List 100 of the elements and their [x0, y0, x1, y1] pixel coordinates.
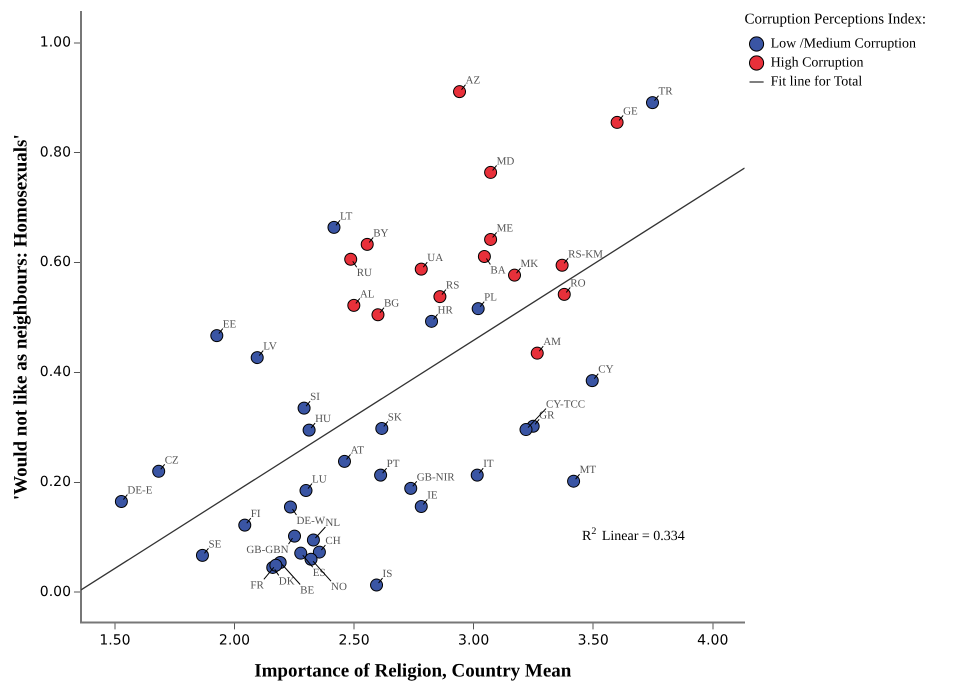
- annotation: BA: [490, 264, 506, 276]
- annotation: SE: [208, 538, 222, 550]
- point: [370, 578, 384, 592]
- point: [250, 351, 264, 364]
- annotation: GB-GBN: [246, 544, 289, 556]
- annotation: AZ: [466, 74, 480, 87]
- point: [294, 546, 308, 560]
- point: [558, 288, 571, 301]
- point: [288, 530, 302, 543]
- annotation: MK: [520, 258, 538, 270]
- point: [306, 533, 320, 546]
- legend-label: Low /Medium Corruption: [770, 36, 916, 52]
- point: [484, 232, 498, 246]
- x-tick-label: 3.00: [458, 632, 490, 648]
- point: [284, 500, 297, 514]
- annotation: TR: [658, 86, 674, 98]
- point: [299, 484, 312, 498]
- point: [371, 308, 384, 322]
- point: [269, 558, 282, 572]
- legend-label: High Corruption: [770, 56, 864, 71]
- annotation: RS: [446, 280, 460, 292]
- annotation: MT: [580, 464, 596, 476]
- point: [404, 482, 418, 495]
- point: [114, 495, 128, 508]
- annotation: HU: [315, 413, 332, 426]
- point: [374, 468, 388, 482]
- point: [484, 166, 498, 179]
- annotation: BE: [300, 584, 315, 597]
- y-tick-label: 0.20: [40, 474, 71, 490]
- x-axis-title: Importance of Religion, Country Mean: [254, 660, 572, 682]
- annotation: DK: [278, 575, 295, 588]
- point: [312, 546, 326, 559]
- annotation: HR: [438, 304, 454, 316]
- annotation: SK: [388, 411, 402, 424]
- annotation: RO: [570, 277, 586, 290]
- annotation: FI: [250, 508, 261, 520]
- annotation: GB-NIR: [416, 471, 456, 484]
- point: [508, 268, 522, 282]
- x-tick-label: 2.50: [338, 632, 370, 648]
- point: [478, 250, 491, 263]
- point: [196, 548, 209, 562]
- point: [327, 220, 340, 234]
- point: [453, 85, 466, 98]
- annotation: MD: [496, 155, 514, 168]
- point: [556, 258, 569, 272]
- point: [152, 464, 166, 478]
- annotation: CH: [325, 535, 341, 548]
- point: [238, 518, 252, 532]
- annotation: IE: [427, 489, 438, 502]
- legend-label: Fit line for Total: [770, 74, 862, 90]
- y-axis-title: 'Would not like as neighbours: Homosexuals': [10, 134, 32, 500]
- point: [347, 298, 360, 312]
- point: [646, 96, 659, 110]
- point: [414, 262, 428, 276]
- annotation: AT: [350, 444, 364, 456]
- annotation: CY-TCC: [546, 398, 586, 411]
- annotation: BG: [384, 298, 400, 310]
- annotation: LU: [312, 474, 327, 486]
- annotation: FR: [250, 579, 265, 592]
- point: [586, 374, 599, 388]
- x-tick-label: 4.00: [697, 632, 728, 648]
- point: [610, 116, 624, 129]
- annotation: IT: [483, 458, 494, 470]
- point: [530, 346, 544, 360]
- annotation: BY: [373, 227, 389, 240]
- annotation: AL: [360, 288, 375, 300]
- point: [414, 500, 428, 513]
- point: [425, 314, 438, 328]
- point: [375, 422, 388, 435]
- legend-title: Corruption Perceptions Index:: [744, 11, 926, 28]
- annotation: DE-E: [127, 484, 153, 497]
- annotation: NO: [331, 581, 347, 594]
- point: [520, 423, 532, 436]
- point: [344, 252, 358, 266]
- point: [302, 424, 316, 437]
- annotation: CZ: [164, 454, 180, 466]
- y-tick-label: 0.40: [40, 364, 71, 380]
- point: [360, 238, 374, 251]
- annotation: GE: [623, 105, 638, 118]
- annotation: AM: [543, 336, 562, 348]
- annotation: CY: [598, 364, 614, 376]
- annotation: GR: [539, 409, 556, 422]
- point: [470, 468, 484, 482]
- point: [298, 402, 311, 415]
- x-tick-label: 2.00: [218, 632, 250, 648]
- annotation: PL: [484, 292, 498, 304]
- annotation: UA: [427, 252, 444, 264]
- annotation: IS: [382, 568, 392, 580]
- point: [567, 474, 580, 488]
- annotation: RU: [356, 267, 372, 280]
- annotation: PT: [386, 458, 400, 470]
- annotation: NL: [325, 516, 340, 529]
- annotation: RS-KM: [568, 248, 604, 260]
- y-tick-label: 1.00: [40, 34, 71, 50]
- x-tick-label: 3.50: [578, 632, 609, 648]
- point: [472, 302, 485, 316]
- annotation: LV: [263, 340, 277, 353]
- annotation: ME: [496, 222, 514, 234]
- y-tick-label: 0.00: [40, 584, 71, 600]
- y-tick-label: 0.60: [40, 254, 71, 270]
